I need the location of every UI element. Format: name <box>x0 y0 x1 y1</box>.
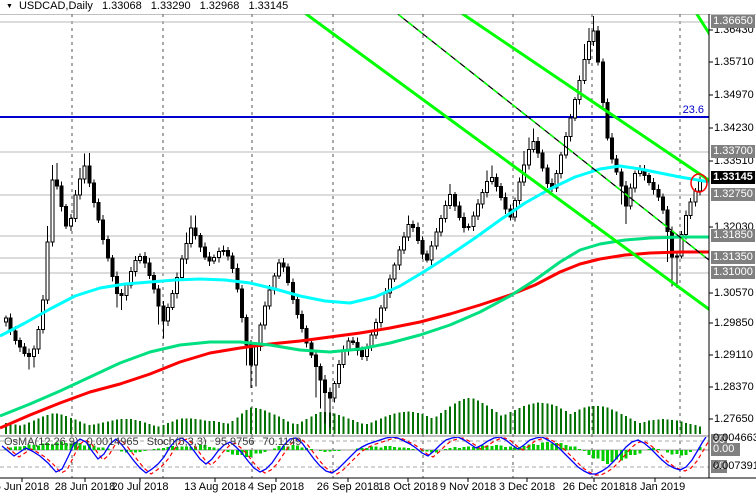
price-tick-label: 1.34970 <box>714 89 754 101</box>
stoch-value-main: 95.9756 <box>214 436 255 448</box>
price-tick-label: 1.29850 <box>714 317 754 329</box>
date-label: 3 Dec 2018 <box>498 481 556 493</box>
quote-low: 1.32968 <box>199 0 240 12</box>
stoch-value-signal: 70.1149 <box>262 436 302 448</box>
stoch-name: Stoch(5,3,3) <box>146 436 207 448</box>
price-level-box: 1.31850 <box>711 229 755 242</box>
quote-high: 1.33290 <box>150 0 191 12</box>
annotation-circle <box>690 173 708 193</box>
price-axis[interactable]: 1.36430 1.35710 1.34970 1.34230 1.33510 1.320… <box>710 0 756 496</box>
indicator-window-label: OsMA(12,26,9) 0.0014965 Stoch(5,3,3) 95.… <box>4 436 306 448</box>
stoch-level-20-box: 20 <box>711 460 727 473</box>
date-label: 28 Jun 2018 <box>54 481 116 493</box>
price-level-box: 1.36650 <box>711 15 755 28</box>
ma-medium-line <box>0 235 709 418</box>
price-level-box: 1.33700 <box>711 145 755 158</box>
date-label: 4 Sep 2018 <box>247 481 305 493</box>
indicator-pane[interactable] <box>0 437 711 476</box>
price-tick-label: 1.33510 <box>714 155 754 167</box>
fibonacci-level-label: 23.6 <box>682 104 704 116</box>
date-label: 9 Nov 2018 <box>439 481 497 493</box>
symbol-period-label: USDCAD,Daily <box>18 0 93 12</box>
price-tick-label: 1.27650 <box>714 413 754 425</box>
date-label: 26 Dec 2018 <box>562 481 626 493</box>
stoch-signal-line <box>6 437 709 476</box>
price-level-box: 1.31350 <box>711 251 755 264</box>
osma-value: 0.0014965 <box>86 436 139 448</box>
date-label: 26 Sep 2018 <box>316 481 380 493</box>
date-label: 6 Jun 2018 <box>0 481 50 493</box>
price-tick-label: 1.35710 <box>714 56 754 68</box>
trendline <box>460 14 709 183</box>
quote-close: 1.33145 <box>248 0 289 12</box>
ma-fast-line <box>0 164 709 338</box>
quote-open: 1.33068 <box>101 0 142 12</box>
osma-min-value: 0.0073912 <box>713 460 756 472</box>
ma-slow-line <box>0 250 709 430</box>
price-level-box: 1.31000 <box>711 266 755 279</box>
chart-header: ▼ USDCAD,Daily 1.33068 1.33290 1.32968 1.… <box>0 0 756 14</box>
symbol-dropdown-icon[interactable]: ▼ <box>6 3 13 10</box>
chart-frame <box>0 0 756 482</box>
trendline-dashed <box>396 14 709 261</box>
volume-histogram <box>5 398 701 434</box>
price-tick-label: 1.30570 <box>714 287 754 299</box>
current-price-box: 1.33145 <box>711 171 755 184</box>
osma-max-value: 0.0046635 <box>713 432 756 444</box>
date-label: 18 Oct 2018 <box>378 481 438 493</box>
osma-name: OsMA(12,26,9) <box>4 436 79 448</box>
main-pane[interactable] <box>0 0 712 434</box>
trendline <box>303 14 709 312</box>
stoch-main-line <box>1 437 707 475</box>
price-level-box: 1.32750 <box>711 188 755 201</box>
date-label: 13 Aug 2018 <box>184 481 246 493</box>
time-axis[interactable]: 6 Jun 2018 28 Jun 2018 20 Jul 2018 13 Aug 2… <box>0 479 756 496</box>
osma-zero-box: 0.00 <box>711 443 740 456</box>
candlestick-series <box>4 16 702 428</box>
price-tick-label: 1.29110 <box>714 349 753 361</box>
price-tick-label: 1.34230 <box>714 122 754 134</box>
trendline <box>695 14 709 37</box>
date-label: 20 Jul 2018 <box>111 481 169 493</box>
date-label: 18 Jan 2019 <box>624 481 686 493</box>
price-tick-label: 1.28370 <box>714 381 754 393</box>
